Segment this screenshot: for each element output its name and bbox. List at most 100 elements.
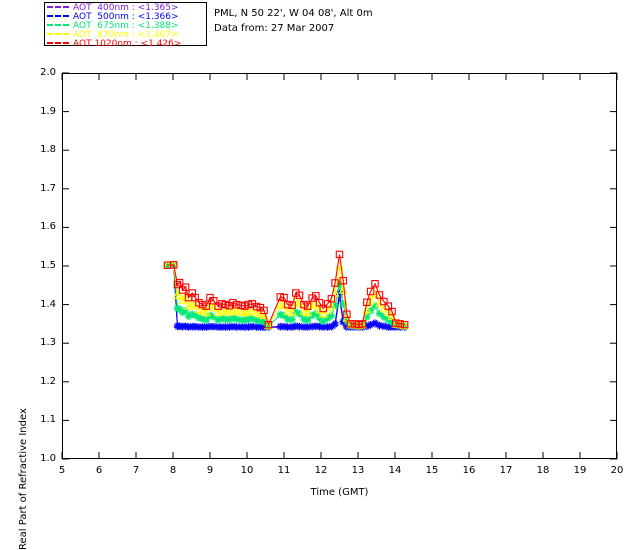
data-marker bbox=[283, 300, 292, 309]
data-marker bbox=[202, 302, 211, 310]
data-marker bbox=[335, 250, 344, 259]
data-marker bbox=[209, 296, 218, 305]
header-annotation: PML, N 50 22', W 04 08', Alt 0m Data fro… bbox=[214, 6, 373, 36]
data-marker bbox=[400, 320, 410, 330]
legend-box bbox=[44, 2, 207, 46]
legend-label: AOT 500nm : <1.366> bbox=[73, 12, 179, 22]
y-tick-label: 1.5 bbox=[40, 260, 56, 271]
y-tick-label: 1.1 bbox=[40, 414, 56, 426]
data-marker bbox=[396, 320, 404, 328]
legend-label: AOT 675nm : <1.388> bbox=[73, 21, 179, 31]
data-marker bbox=[400, 320, 409, 329]
data-marker bbox=[175, 278, 184, 287]
data-marker bbox=[194, 304, 204, 313]
data-marker bbox=[169, 261, 178, 269]
x-tick-label: 10 bbox=[240, 465, 254, 476]
data-marker bbox=[190, 300, 200, 310]
data-marker bbox=[288, 301, 296, 310]
x-axis-title: Time (GMT) bbox=[310, 487, 369, 498]
series-aot-1020nm bbox=[163, 250, 409, 329]
data-marker bbox=[346, 320, 355, 328]
data-marker bbox=[326, 301, 336, 310]
data-layer bbox=[61, 72, 618, 460]
data-marker bbox=[288, 315, 296, 324]
legend-dash-icon bbox=[47, 6, 69, 8]
x-tick-label: 13 bbox=[351, 465, 365, 476]
data-marker bbox=[232, 300, 241, 309]
data-marker bbox=[370, 288, 380, 298]
data-marker bbox=[303, 302, 312, 310]
y-axis-title: Real Part of Refractive Index bbox=[18, 408, 29, 550]
x-tick-label: 5 bbox=[58, 465, 66, 476]
data-marker bbox=[263, 320, 273, 330]
x-tick-label: 14 bbox=[388, 465, 402, 476]
legend-label: AOT 1020nm : <1.426> bbox=[73, 39, 182, 49]
data-marker bbox=[175, 290, 185, 300]
data-marker bbox=[331, 320, 339, 328]
data-marker bbox=[224, 306, 234, 316]
data-marker bbox=[184, 301, 194, 310]
data-marker bbox=[380, 313, 388, 321]
data-marker bbox=[371, 280, 379, 288]
data-marker bbox=[279, 300, 289, 310]
data-marker bbox=[209, 302, 219, 312]
x-tick-label: 11 bbox=[277, 465, 291, 476]
data-marker bbox=[379, 303, 389, 313]
x-tick-label: 15 bbox=[425, 465, 439, 476]
data-marker bbox=[295, 291, 304, 300]
data-marker bbox=[327, 295, 336, 303]
data-marker bbox=[202, 316, 211, 324]
x-tick-label: 7 bbox=[132, 465, 140, 476]
data-marker bbox=[232, 306, 242, 315]
x-tick-label: 20 bbox=[610, 465, 624, 476]
data-marker bbox=[383, 307, 393, 317]
data-marker bbox=[201, 307, 211, 317]
legend-item-675nm: AOT 675nm : <1.388> bbox=[47, 21, 179, 31]
y-tick-label: 1.0 bbox=[40, 453, 56, 464]
data-marker bbox=[358, 320, 367, 328]
y-tick-label: 1.8 bbox=[40, 144, 56, 156]
data-marker bbox=[287, 306, 297, 316]
x-tick-label: 19 bbox=[573, 465, 587, 476]
x-tick-label: 8 bbox=[169, 465, 177, 476]
data-marker bbox=[213, 307, 223, 317]
data-marker bbox=[388, 307, 396, 316]
data-marker bbox=[303, 316, 312, 324]
y-tick-label: 2.0 bbox=[40, 67, 56, 78]
data-marker bbox=[198, 305, 208, 315]
data-marker bbox=[307, 300, 317, 310]
y-tick-label: 1.9 bbox=[40, 105, 56, 117]
x-tick-label: 17 bbox=[499, 465, 513, 476]
data-marker bbox=[264, 320, 273, 329]
data-marker bbox=[380, 297, 388, 306]
x-tick-label: 9 bbox=[206, 465, 214, 476]
data-date-text: Data from: 27 Mar 2007 bbox=[214, 23, 335, 34]
data-marker bbox=[295, 298, 305, 308]
data-marker bbox=[181, 283, 190, 291]
data-marker bbox=[366, 287, 375, 296]
legend-label: AOT 870nm : <1.407> bbox=[73, 30, 179, 40]
legend-dash-icon bbox=[47, 42, 69, 44]
series-aot-500nm bbox=[163, 261, 409, 332]
legend-item-400nm: AOT 400nm : <1.365> bbox=[47, 3, 179, 13]
site-location-text: PML, N 50 22', W 04 08', Alt 0m bbox=[214, 8, 373, 19]
x-tick-label: 12 bbox=[314, 465, 328, 476]
plot-canvas: PML, N 50 22', W 04 08', Alt 0m Data fro… bbox=[18, 2, 624, 550]
data-marker bbox=[327, 322, 336, 331]
data-marker bbox=[283, 323, 292, 331]
data-marker bbox=[173, 280, 182, 289]
legend-dash-icon bbox=[47, 15, 69, 17]
x-tick-label: 18 bbox=[536, 465, 550, 476]
legend-item-870nm: AOT 870nm : <1.407> bbox=[47, 30, 179, 40]
data-marker bbox=[363, 298, 371, 307]
y-tick-label: 1.7 bbox=[40, 182, 56, 194]
data-marker bbox=[391, 319, 400, 327]
data-marker bbox=[311, 298, 321, 308]
legend-dash-icon bbox=[47, 33, 69, 35]
data-marker bbox=[303, 307, 313, 317]
data-marker bbox=[319, 304, 327, 313]
legend-dash-icon bbox=[47, 24, 69, 26]
data-marker bbox=[338, 284, 348, 294]
data-marker bbox=[323, 305, 333, 315]
data-marker bbox=[374, 298, 384, 308]
